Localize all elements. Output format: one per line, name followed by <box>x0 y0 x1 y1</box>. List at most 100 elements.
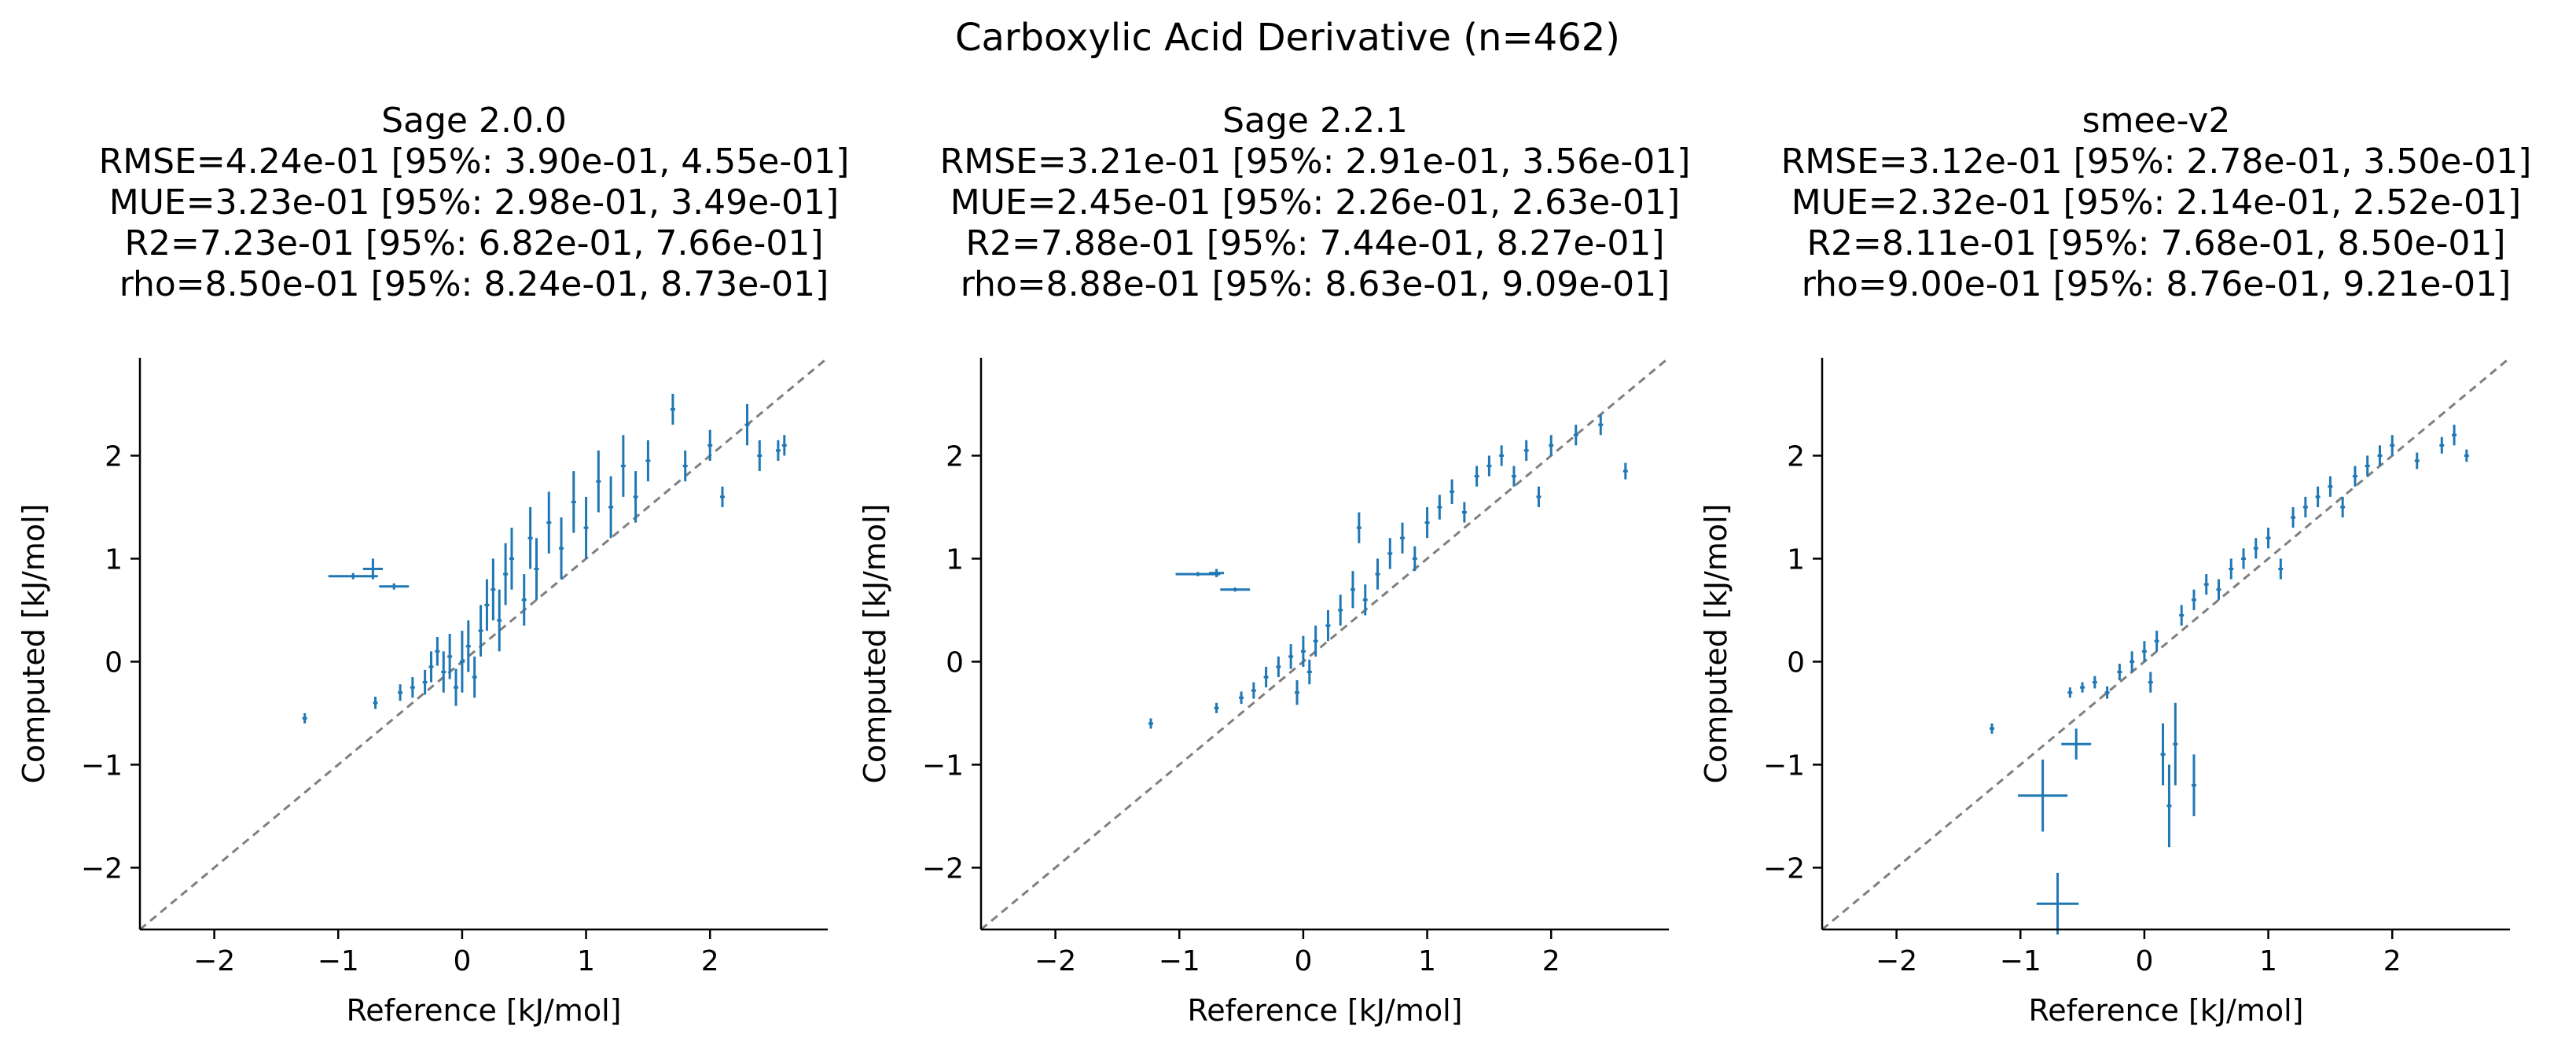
data-point <box>2080 682 2085 693</box>
y-tick-label: −2 <box>922 852 964 885</box>
panel-title: smee-v2 <box>2082 101 2231 141</box>
data-point <box>328 572 378 580</box>
data-point <box>781 435 787 456</box>
identity-line <box>139 356 829 931</box>
x-tick-label: −1 <box>2000 945 2041 977</box>
data-point <box>1288 644 1294 669</box>
data-point <box>441 651 446 693</box>
data-point <box>2092 675 2097 689</box>
data-point <box>2414 452 2420 469</box>
data-point <box>527 506 533 569</box>
data-point <box>1486 455 1492 477</box>
data-point <box>1362 584 1368 616</box>
y-tick-label: 1 <box>105 543 123 576</box>
y-tick-label: −2 <box>1763 852 1805 885</box>
data-point <box>1148 718 1153 729</box>
data-point <box>1412 546 1417 572</box>
data-point <box>1220 587 1251 592</box>
data-point <box>1251 682 1256 699</box>
data-point <box>491 558 496 621</box>
data-point <box>1239 691 1244 705</box>
data-point <box>1622 462 1628 480</box>
data-point <box>2130 651 2135 672</box>
y-tick-label: 0 <box>1787 646 1805 679</box>
data-point <box>454 668 459 706</box>
panel-stat-line: R2=7.88e-01 [95%: 7.44e-01, 8.27e-01] <box>965 223 1664 263</box>
data-points <box>1989 425 2469 935</box>
data-point <box>775 440 781 461</box>
panel-title: Sage 2.0.0 <box>381 101 567 141</box>
y-tick-label: 2 <box>105 440 123 473</box>
x-tick-label: −2 <box>1034 945 1076 977</box>
panel-stat-line: MUE=2.45e-01 [95%: 2.26e-01, 2.63e-01] <box>950 182 1680 223</box>
panel-stat-line: RMSE=4.24e-01 [95%: 3.90e-01, 4.55e-01] <box>99 142 850 182</box>
y-tick-label: 0 <box>105 646 123 679</box>
y-tick-label: 1 <box>1787 543 1805 576</box>
data-point <box>1450 479 1455 505</box>
panel-stat-line: rho=8.50e-01 [95%: 8.24e-01, 8.73e-01] <box>119 264 829 304</box>
x-tick-label: −1 <box>318 945 359 977</box>
data-point <box>2452 425 2457 446</box>
data-point <box>2315 486 2321 507</box>
data-point <box>534 538 539 600</box>
data-point <box>2160 723 2166 786</box>
y-tick-label: 2 <box>1787 440 1805 473</box>
data-point <box>1276 656 1281 678</box>
data-point <box>2278 558 2284 580</box>
data-point <box>682 450 688 482</box>
data-point <box>379 583 410 590</box>
data-point <box>2191 754 2196 816</box>
data-point <box>2241 548 2247 569</box>
identity-line <box>1821 356 2511 931</box>
data-point <box>1424 506 1430 539</box>
data-point <box>1549 435 1554 456</box>
data-point <box>1350 571 1355 609</box>
data-point <box>2203 574 2209 595</box>
y-axis-label: Computed [kJ/mol] <box>17 504 51 784</box>
x-tick-label: −1 <box>1159 945 1200 977</box>
data-point <box>459 631 465 693</box>
data-point <box>472 656 477 698</box>
data-point <box>2067 687 2073 698</box>
panel-stat-line: RMSE=3.12e-01 [95%: 2.78e-01, 3.50e-01] <box>1781 142 2532 182</box>
data-point <box>620 435 626 497</box>
data-point <box>2179 605 2185 626</box>
data-point <box>1511 466 1516 487</box>
data-point <box>2141 641 2147 662</box>
data-point <box>608 476 614 539</box>
data-point <box>1989 723 1994 734</box>
data-point <box>744 403 750 446</box>
data-point <box>509 528 514 590</box>
x-tick-label: 1 <box>577 945 595 977</box>
x-tick-label: 1 <box>1418 945 1436 977</box>
panel-stat-line: MUE=3.23e-01 [95%: 2.98e-01, 3.49e-01] <box>109 182 839 223</box>
data-point <box>2365 455 2370 477</box>
data-point <box>1295 680 1300 705</box>
x-tick-label: −2 <box>193 945 235 977</box>
data-point <box>2291 506 2296 528</box>
y-tick-label: 2 <box>946 440 964 473</box>
data-points <box>302 393 787 724</box>
identity-line <box>980 356 1670 931</box>
data-point <box>428 651 434 683</box>
data-point <box>1375 558 1380 590</box>
data-point <box>1313 625 1318 657</box>
data-point <box>583 496 589 559</box>
panel-stat-line: RMSE=3.21e-01 [95%: 2.91e-01, 3.56e-01] <box>940 142 1691 182</box>
data-point <box>2464 449 2469 462</box>
data-point <box>757 440 763 472</box>
data-point <box>645 440 651 482</box>
data-point <box>410 677 415 698</box>
y-tick-label: −1 <box>81 749 123 782</box>
data-point <box>398 684 403 701</box>
data-point <box>362 558 384 580</box>
y-tick-label: 0 <box>946 646 964 679</box>
data-point <box>2229 558 2234 580</box>
x-tick-label: 2 <box>701 945 719 977</box>
y-tick-label: −2 <box>81 852 123 885</box>
x-tick-label: 0 <box>453 945 471 977</box>
